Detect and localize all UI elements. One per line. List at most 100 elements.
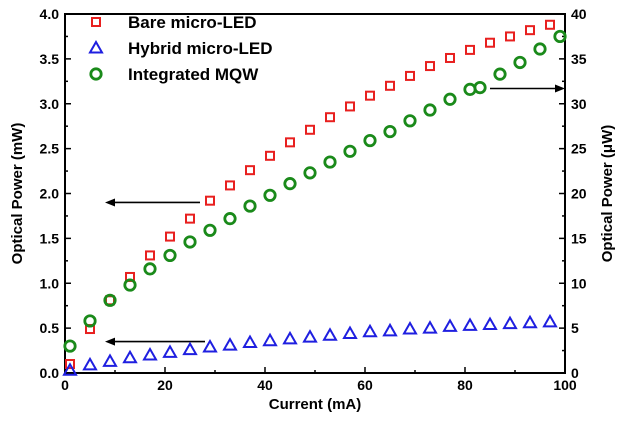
- y-right-tick-label: 30: [571, 96, 587, 112]
- data-point: [262, 332, 278, 347]
- y-left-tick-label: 3.0: [40, 96, 60, 112]
- data-point: [163, 248, 177, 263]
- data-point: [185, 213, 195, 224]
- legend-marker: [89, 67, 103, 81]
- data-point: [443, 92, 457, 106]
- data-point: [485, 37, 495, 48]
- data-point: [65, 359, 75, 370]
- data-point: [362, 323, 378, 338]
- data-point: [505, 31, 515, 42]
- data-point: [223, 212, 237, 226]
- x-tick-label: 40: [257, 377, 273, 393]
- data-point: [345, 101, 355, 112]
- data-point: [103, 293, 117, 307]
- data-point: [553, 29, 567, 44]
- legend-item: Bare micro-LED: [91, 13, 256, 32]
- data-point: [445, 52, 455, 63]
- y-right-tick-label: 25: [571, 141, 587, 157]
- data-point: [143, 262, 157, 276]
- data-point: [343, 144, 357, 158]
- data-point: [182, 341, 198, 356]
- data-point: [203, 223, 217, 237]
- data-point: [62, 362, 78, 376]
- data-point: [525, 25, 535, 36]
- data-point: [423, 103, 437, 117]
- y-right-tick-label: 35: [571, 51, 587, 67]
- data-point: [442, 318, 458, 332]
- data-series: [62, 19, 567, 376]
- data-point: [242, 334, 258, 348]
- x-axis-title: Current (mA): [269, 396, 362, 413]
- annotations: [105, 84, 565, 346]
- data-point: [183, 235, 197, 249]
- data-point: [285, 137, 295, 148]
- y-left-tick-label: 0.5: [40, 320, 60, 336]
- y-right-tick-label: 0: [571, 365, 579, 381]
- data-point: [202, 338, 218, 353]
- x-tick-label: 0: [61, 377, 69, 393]
- y-right-tick-label: 40: [571, 6, 587, 22]
- legend-label: Hybrid micro-LED: [128, 39, 273, 58]
- data-point: [462, 317, 478, 331]
- data-point: [545, 19, 555, 30]
- data-point: [383, 124, 397, 139]
- data-point: [83, 314, 97, 328]
- legend-marker: [91, 17, 101, 27]
- legend-label: Integrated MQW: [128, 65, 259, 84]
- legend-label: Bare micro-LED: [128, 13, 256, 32]
- data-point: [243, 199, 257, 213]
- data-point: [102, 353, 118, 367]
- data-point: [145, 250, 155, 261]
- y-left-tick-label: 2.5: [40, 141, 60, 157]
- data-point: [302, 329, 318, 343]
- y-left-tick-label: 3.5: [40, 51, 60, 67]
- arrow-left: [105, 337, 205, 346]
- y-axis-title-left: Optical Power (mW): [9, 123, 26, 265]
- y-right-tick-label: 20: [571, 186, 587, 202]
- data-point: [245, 165, 255, 176]
- data-point: [122, 349, 138, 364]
- y-left-tick-label: 0.0: [40, 365, 60, 381]
- data-point: [465, 44, 475, 55]
- arrow-left: [105, 198, 200, 207]
- data-point: [463, 82, 477, 96]
- data-point: [123, 278, 137, 292]
- data-point: [482, 316, 498, 331]
- data-point: [323, 155, 337, 169]
- data-point: [305, 124, 315, 135]
- data-point: [363, 133, 377, 148]
- data-point: [205, 195, 215, 206]
- series-triangle: [62, 313, 558, 376]
- legend: Bare micro-LED Hybrid micro-LED Integrated…: [88, 13, 273, 84]
- data-point: [422, 320, 438, 334]
- data-point: [493, 67, 507, 81]
- data-point: [165, 231, 175, 242]
- data-point: [225, 180, 235, 191]
- arrow-right: [490, 84, 565, 93]
- y-left-tick-label: 1.0: [40, 275, 60, 291]
- data-point: [283, 177, 297, 191]
- data-point: [82, 356, 98, 371]
- legend-item: Hybrid micro-LED: [88, 39, 273, 58]
- series-circle: [63, 29, 567, 353]
- data-point: [533, 42, 547, 56]
- data-point: [282, 330, 298, 345]
- data-point: [365, 90, 375, 101]
- data-point: [322, 327, 338, 341]
- plot-area: 0 20 40 60 80 100 0.0 0.5 1.0 1.5 2.0 2.5 3.0 3.5 4.0 0…: [40, 6, 587, 393]
- data-point: [513, 55, 527, 70]
- data-point: [522, 314, 538, 329]
- series-square: [65, 19, 555, 370]
- data-point: [303, 166, 317, 180]
- data-point: [405, 70, 415, 81]
- x-tick-label: 20: [157, 377, 173, 393]
- y-right-tick-label: 10: [571, 275, 587, 291]
- data-point: [142, 347, 158, 361]
- data-point: [385, 80, 395, 91]
- y-left-tick-label: 1.5: [40, 230, 60, 246]
- data-point: [382, 322, 398, 337]
- y-left-tick-label: 2.0: [40, 186, 60, 202]
- legend-marker: [88, 39, 104, 54]
- data-point: [425, 61, 435, 72]
